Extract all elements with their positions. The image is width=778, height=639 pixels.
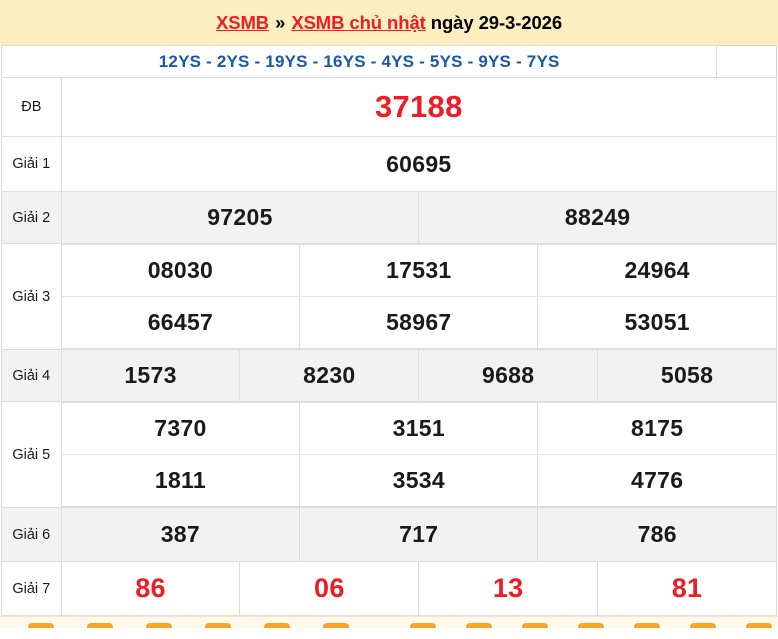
partial-pill: [146, 623, 172, 628]
partial-pill: [28, 623, 54, 628]
giai-3-subrow-2: 66457 58967 53051: [61, 296, 776, 349]
prize-value-giai-4-4: 5058: [597, 349, 777, 402]
row-label-giai-4: Giải 4: [1, 349, 62, 402]
table-row-db: ĐB 37188: [1, 77, 778, 137]
table-row-giai-2: Giải 2 97205 88249: [1, 191, 777, 244]
giai-3-subrow-1: 08030 17531 24964: [61, 244, 776, 297]
prize-value-giai-6-1: 387: [60, 507, 301, 562]
ys-codes-text: 12YS - 2YS - 19YS - 16YS - 4YS - 5YS - 9…: [158, 51, 560, 71]
partial-pill: [578, 623, 604, 628]
partial-pill: [87, 623, 113, 628]
prize-value-giai-5-4: 1811: [61, 454, 301, 507]
partial-pill: [522, 623, 548, 628]
prize-value-giai-5-2: 3151: [299, 402, 539, 455]
prize-value-giai-2-2: 88249: [418, 191, 777, 244]
row-label-giai-6: Giải 6: [1, 507, 62, 562]
prize-value-giai-5-5: 3534: [299, 454, 539, 507]
row-label-giai-5: Giải 5: [1, 401, 62, 508]
ys-codes-row: 12YS - 2YS - 19YS - 16YS - 4YS - 5YS - 9…: [0, 45, 777, 78]
table-row-giai-3: Giải 3 08030 17531 24964 66457 58967 530…: [1, 243, 778, 350]
row-label-giai-1: Giải 1: [1, 136, 62, 192]
giai-5-subtable-cell: 7370 3151 8175 1811 3534 4776: [60, 401, 778, 508]
prize-value-giai-6-3: 786: [537, 507, 777, 562]
partial-pill: [264, 623, 290, 628]
partial-pill: [690, 623, 716, 628]
prize-value-giai-4-2: 8230: [239, 349, 420, 402]
results-table-wrapper: 12YS - 2YS - 19YS - 16YS - 4YS - 5YS - 9…: [0, 45, 778, 616]
prize-value-giai-3-2: 17531: [299, 244, 539, 297]
table-row-giai-4: Giải 4 1573 8230 9688 5058: [1, 349, 777, 402]
prize-value-giai-5-3: 8175: [537, 402, 776, 455]
prize-value-giai-6-2: 717: [299, 507, 539, 562]
prize-value-giai-3-3: 24964: [537, 244, 776, 297]
lottery-results-table: 12YS - 2YS - 19YS - 16YS - 4YS - 5YS - 9…: [0, 45, 778, 616]
prize-value-giai-4-3: 9688: [418, 349, 599, 402]
prize-value-giai-3-6: 53051: [537, 296, 776, 349]
prize-value-giai-3-5: 58967: [299, 296, 539, 349]
bottom-partial-strip: [0, 616, 778, 628]
prize-value-giai-5-6: 4776: [537, 454, 776, 507]
prize-value-giai-4-1: 1573: [60, 349, 241, 402]
prize-value-giai-2-1: 97205: [60, 191, 420, 244]
partial-pill: [205, 623, 231, 628]
partial-pill: [746, 623, 772, 628]
giai-3-subtable: 08030 17531 24964 66457 58967 53051: [61, 244, 776, 349]
link-xsmb[interactable]: XSMB: [215, 11, 270, 33]
prize-value-giai-7-3: 13: [418, 561, 599, 616]
partial-pill: [634, 623, 660, 628]
table-row-giai-7: Giải 7 86 06 13 81: [1, 561, 777, 616]
partial-pill: [466, 623, 492, 628]
row-label-db: ĐB: [1, 77, 62, 137]
table-row-giai-1: Giải 1 60695: [1, 136, 778, 192]
prize-value-giai-3-4: 66457: [61, 296, 301, 349]
row-label-giai-2: Giải 2: [1, 191, 62, 244]
prize-value-giai-7-4: 81: [597, 561, 777, 616]
partial-pill: [323, 623, 349, 628]
result-date: ngày 29-3-2026: [430, 11, 563, 33]
giai-5-subrow-1: 7370 3151 8175: [61, 402, 776, 455]
giai-3-subtable-cell: 08030 17531 24964 66457 58967 53051: [60, 243, 778, 350]
page-banner: XSMB » XSMB chủ nhật ngày 29-3-2026: [0, 0, 778, 45]
prize-value-giai-3-1: 08030: [61, 244, 301, 297]
breadcrumb-separator: »: [275, 11, 286, 33]
link-xsmb-chu-nhat[interactable]: XSMB chủ nhật: [291, 11, 426, 33]
row-label-giai-3: Giải 3: [1, 243, 62, 350]
row-label-giai-7: Giải 7: [1, 561, 62, 616]
ys-codes-cell: 12YS - 2YS - 19YS - 16YS - 4YS - 5YS - 9…: [0, 45, 718, 78]
giai-5-subrow-2: 1811 3534 4776: [61, 454, 776, 507]
partial-pill: [410, 623, 436, 628]
prize-value-giai-7-1: 86: [60, 561, 241, 616]
prize-value-giai-5-1: 7370: [61, 402, 301, 455]
page-title: XSMB » XSMB chủ nhật ngày 29-3-2026: [216, 12, 562, 34]
table-row-giai-6: Giải 6 387 717 786: [1, 507, 777, 562]
giai-5-subtable: 7370 3151 8175 1811 3534 4776: [61, 402, 776, 507]
prize-value-giai-1: 60695: [60, 136, 778, 192]
prize-value-db: 37188: [60, 77, 778, 137]
table-row-giai-5: Giải 5 7370 3151 8175 1811 3534 4776: [1, 401, 778, 508]
prize-value-giai-7-2: 06: [239, 561, 420, 616]
